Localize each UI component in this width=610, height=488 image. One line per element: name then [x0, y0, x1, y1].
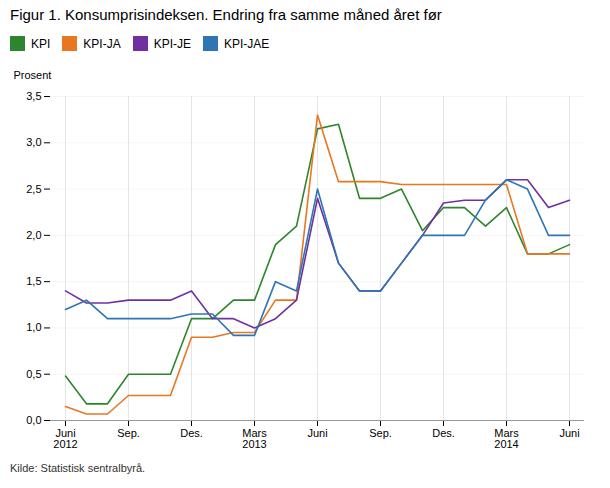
svg-text:3,0: 3,0: [26, 136, 41, 148]
svg-text:Juni2012: Juni2012: [53, 427, 77, 450]
svg-text:Des.: Des.: [432, 427, 455, 439]
svg-text:Prosent: Prosent: [14, 69, 52, 81]
svg-text:Sep.: Sep.: [369, 427, 392, 439]
svg-text:2,5: 2,5: [26, 183, 41, 195]
html-text:Kilde: Statistisk sentralbyrå.: Kilde: Statistisk sentralbyrå.: [10, 462, 146, 474]
svg-text:0,5: 0,5: [26, 368, 41, 380]
svg-text:3,5: 3,5: [26, 90, 41, 102]
svg-text:Juni: Juni: [307, 427, 327, 439]
svg-text:2,0: 2,0: [26, 229, 41, 241]
html-text:Figur 1. Konsumprisindeksen. E: Figur 1. Konsumprisindeksen. Endring fra…: [10, 6, 442, 23]
svg-text:0,0: 0,0: [26, 414, 41, 426]
svg-text:Mars2013: Mars2013: [242, 427, 267, 450]
svg-text:1,0: 1,0: [26, 321, 41, 333]
html-text:KPI: KPI: [31, 36, 51, 51]
html-text:KPI-JA: KPI-JA: [83, 36, 121, 51]
svg-text:Juni: Juni: [559, 427, 579, 439]
svg-text:1,5: 1,5: [26, 275, 41, 287]
html-text:KPI-JAE: KPI-JAE: [224, 36, 270, 51]
html-text:KPI-JE: KPI-JE: [153, 36, 191, 51]
svg-text:Sep.: Sep.: [117, 427, 140, 439]
svg-text:Mars2014: Mars2014: [494, 427, 519, 450]
svg-text:Des.: Des.: [180, 427, 203, 439]
